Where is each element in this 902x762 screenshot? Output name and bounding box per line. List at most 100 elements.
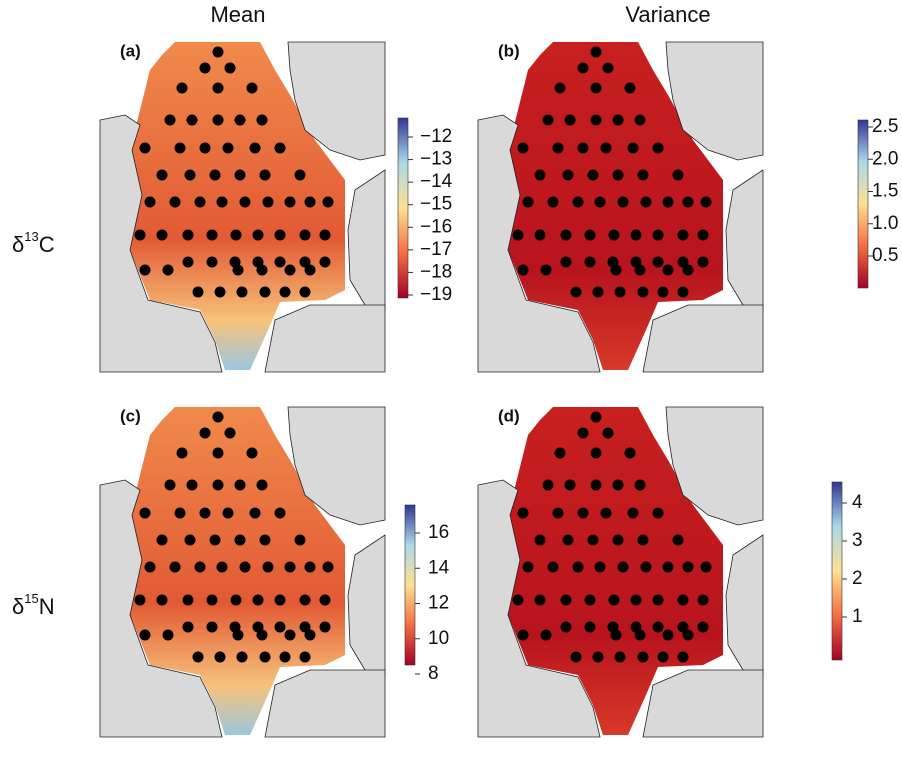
sampling-station: [156, 594, 168, 606]
sampling-station: [284, 196, 296, 208]
land: [477, 114, 601, 373]
sampling-station: [176, 82, 188, 94]
sampling-station: [199, 507, 211, 519]
sampling-station: [517, 264, 529, 276]
sampling-station: [176, 447, 188, 459]
sampling-station: [560, 229, 572, 241]
sampling-station: [610, 629, 622, 641]
sampling-station: [547, 196, 559, 208]
sampling-station: [600, 142, 612, 154]
land: [642, 304, 764, 373]
sampling-station: [239, 196, 251, 208]
sampling-station: [517, 142, 529, 154]
sampling-station: [182, 594, 194, 606]
sampling-station: [634, 629, 646, 641]
sampling-station: [139, 629, 151, 641]
sampling-station: [169, 561, 181, 573]
sampling-station: [587, 169, 599, 181]
sampling-station: [612, 169, 624, 181]
sampling-station: [677, 651, 689, 663]
sampling-station: [279, 286, 291, 298]
colorbar-tick-label: 2: [852, 568, 863, 589]
sampling-station: [534, 169, 546, 181]
sampling-station: [259, 534, 271, 546]
sampling-station: [304, 561, 316, 573]
sampling-station: [212, 447, 224, 459]
sampling-station: [144, 561, 156, 573]
sampling-station: [279, 651, 291, 663]
sampling-station: [577, 507, 589, 519]
sampling-station: [612, 479, 624, 491]
sampling-station: [592, 286, 604, 298]
sampling-station: [234, 479, 246, 491]
sampling-station: [554, 82, 566, 94]
sampling-station: [194, 561, 206, 573]
colorbar: [857, 119, 869, 289]
panel-label: (c): [120, 406, 141, 425]
sampling-station: [249, 507, 261, 519]
sampling-station: [697, 229, 709, 241]
sampling-station: [184, 169, 196, 181]
sampling-station: [236, 286, 248, 298]
sampling-station: [540, 629, 552, 641]
sampling-station: [560, 594, 572, 606]
sampling-station: [570, 286, 582, 298]
land: [264, 669, 386, 738]
map-panel: [477, 395, 764, 738]
sampling-station: [542, 114, 554, 126]
sampling-station: [697, 594, 709, 606]
colorbar: [831, 481, 843, 661]
sampling-station: [134, 594, 146, 606]
sampling-station: [262, 196, 274, 208]
sampling-station: [627, 142, 639, 154]
sampling-station: [224, 427, 236, 439]
sampling-station: [256, 114, 268, 126]
sampling-station: [284, 629, 296, 641]
panel-label: (a): [120, 41, 141, 60]
column-title: Variance: [625, 2, 710, 27]
sampling-station: [199, 62, 211, 74]
sampling-station: [614, 651, 626, 663]
sampling-station: [322, 196, 334, 208]
sampling-station: [234, 114, 246, 126]
sampling-station: [590, 82, 602, 94]
sampling-station: [540, 264, 552, 276]
sampling-station: [274, 229, 286, 241]
sea: [130, 407, 345, 735]
sampling-station: [617, 196, 629, 208]
sampling-station: [299, 256, 311, 268]
colorbar-tick-label: 4: [852, 492, 863, 513]
sampling-station: [182, 229, 194, 241]
sampling-station: [554, 447, 566, 459]
sampling-station: [608, 594, 620, 606]
land: [477, 479, 601, 738]
sampling-station: [594, 561, 606, 573]
sampling-station: [624, 447, 636, 459]
sampling-station: [209, 169, 221, 181]
sampling-station: [274, 256, 286, 268]
sampling-station: [677, 229, 689, 241]
colorbar: [404, 504, 416, 666]
sampling-station: [662, 561, 674, 573]
sampling-station: [652, 256, 664, 268]
sampling-station: [234, 169, 246, 181]
sampling-station: [212, 411, 224, 423]
sampling-station: [230, 594, 242, 606]
sampling-station: [522, 196, 534, 208]
sampling-station: [214, 651, 226, 663]
sampling-station: [239, 561, 251, 573]
sea: [508, 407, 723, 735]
sampling-station: [199, 427, 211, 439]
sampling-station: [534, 594, 546, 606]
sampling-station: [212, 479, 224, 491]
sampling-station: [590, 411, 602, 423]
sampling-station: [612, 114, 624, 126]
sampling-station: [212, 114, 224, 126]
sampling-station: [206, 621, 218, 633]
sampling-station: [682, 196, 694, 208]
sampling-station: [199, 142, 211, 154]
sampling-station: [547, 561, 559, 573]
colorbar-tick-label: 1.0: [872, 213, 898, 234]
sampling-station: [522, 561, 534, 573]
sampling-station: [139, 142, 151, 154]
